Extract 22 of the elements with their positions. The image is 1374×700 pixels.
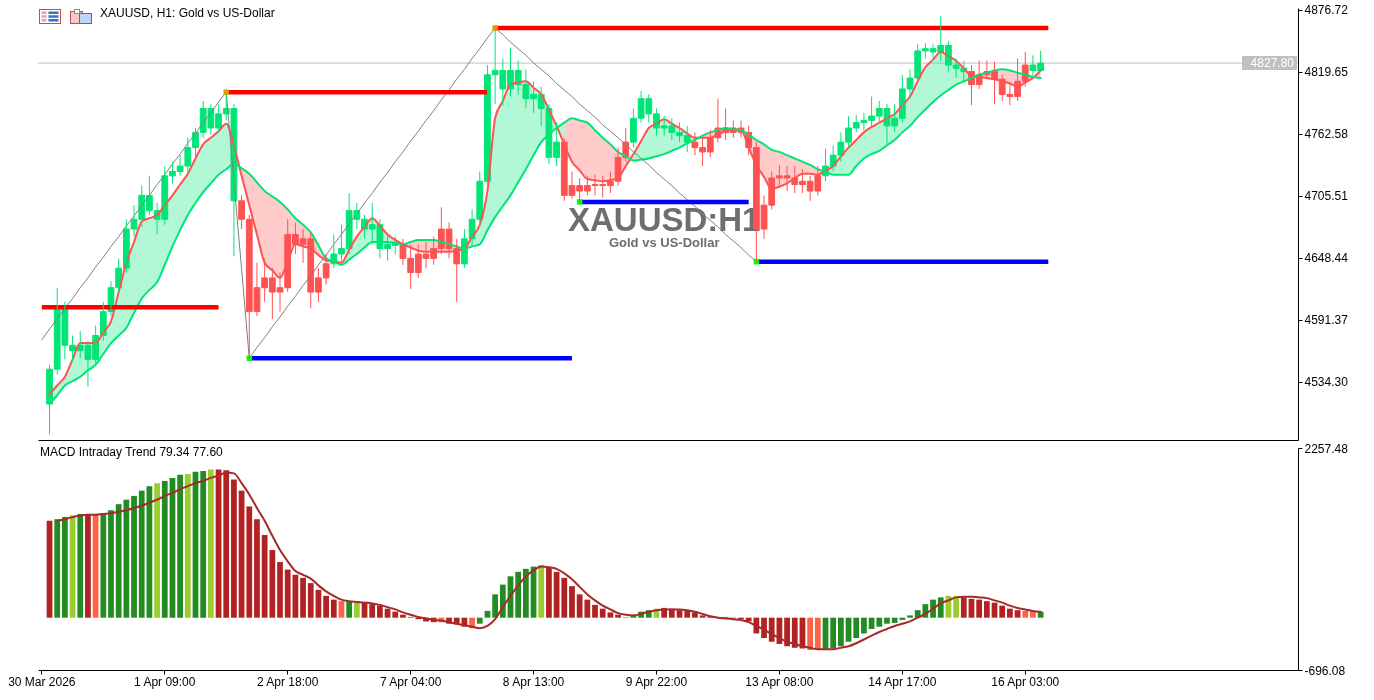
x-tick-label: 30 Mar 2026 — [8, 674, 76, 689]
annotation: Gold vs US-Dollar — [608, 235, 720, 251]
y-tick-label: 4876.72 — [1304, 3, 1349, 18]
y-tick-label: 2257.48 — [1304, 441, 1349, 456]
x-tick-label: 2 Apr 18:00 — [257, 674, 319, 689]
x-tick-label: 1 Apr 09:00 — [134, 674, 196, 689]
y-tick-label: 4591.37 — [1304, 313, 1349, 328]
y-tick-label: 4705.51 — [1304, 189, 1349, 204]
x-tick-label: 8 Apr 13:00 — [502, 674, 565, 689]
ref-line-label: 4827.80 — [1250, 56, 1295, 71]
y-tick-label: 4819.65 — [1304, 65, 1349, 80]
chart-title: XAUUSD, H1: Gold vs US-Dollar — [100, 5, 275, 20]
y-tick-label: -696.08 — [1304, 663, 1346, 678]
y-tick-label: 4762.58 — [1304, 127, 1349, 142]
x-tick-label: 16 Apr 03:00 — [991, 674, 1060, 689]
x-tick-label: 13 Apr 08:00 — [745, 674, 814, 689]
x-tick-label: 14 Apr 17:00 — [868, 674, 937, 689]
x-tick-label: 7 Apr 04:00 — [379, 674, 442, 689]
x-tick-label: 9 Apr 22:00 — [625, 674, 688, 689]
y-tick-label: 4648.44 — [1304, 251, 1349, 266]
chart-title: MACD Intraday Trend 79.34 77.60 — [40, 445, 224, 459]
y-tick-label: 4534.30 — [1304, 375, 1349, 390]
